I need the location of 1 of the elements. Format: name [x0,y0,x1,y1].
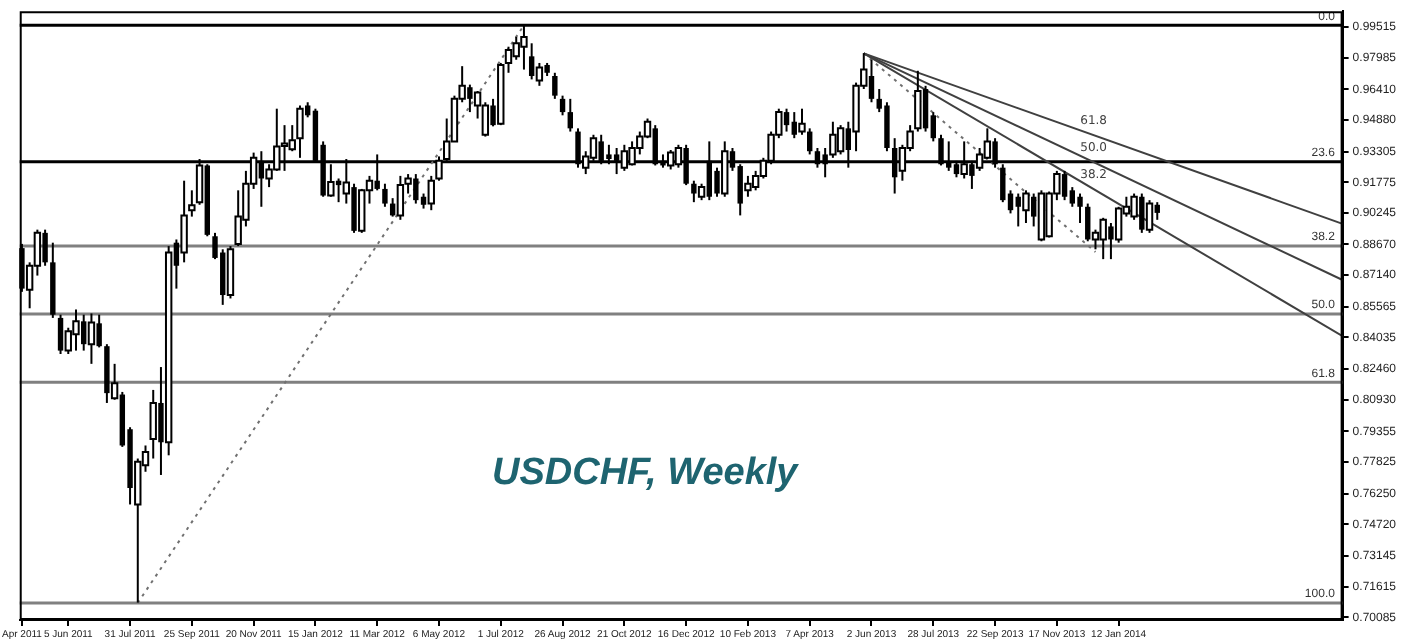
text: USDCHF, Weekly [492,452,798,496]
